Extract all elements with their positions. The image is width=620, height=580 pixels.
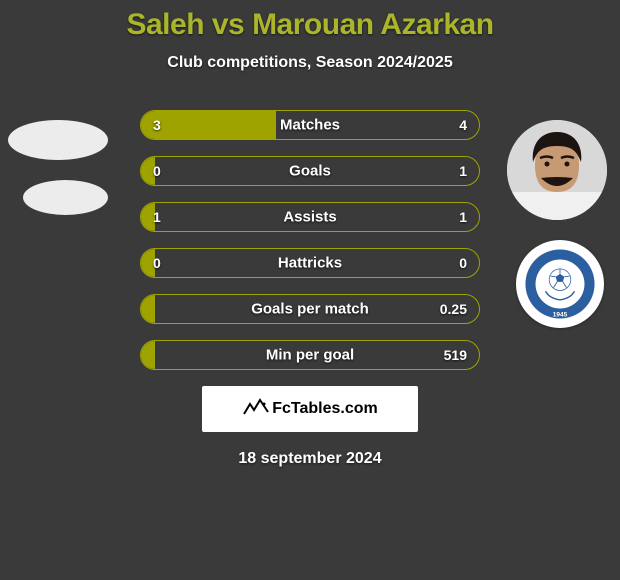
left-player-column	[8, 115, 113, 235]
svg-text:1945: 1945	[552, 311, 567, 318]
stat-row: 1 Assists 1	[140, 202, 480, 232]
stat-right-value: 1	[459, 163, 467, 179]
stat-row: 0 Hattricks 0	[140, 248, 480, 278]
right-player-column: AL-NASR 1945	[507, 120, 612, 328]
right-club-badge: AL-NASR 1945	[516, 240, 604, 328]
face-icon	[507, 120, 607, 220]
attribution-text: FcTables.com	[272, 400, 378, 418]
stat-row: 3 Matches 4	[140, 110, 480, 140]
stat-left-fill	[141, 341, 155, 369]
comparison-card: Saleh vs Marouan Azarkan Club competitio…	[0, 0, 620, 580]
club-badge-icon: AL-NASR 1945	[524, 248, 596, 320]
attribution-logo-icon	[242, 398, 270, 421]
stat-left-fill	[141, 111, 276, 139]
stat-right-value: 1	[459, 209, 467, 225]
page-title: Saleh vs Marouan Azarkan	[0, 8, 620, 42]
stat-label: Hattricks	[278, 255, 342, 272]
stat-left-value: 0	[153, 255, 161, 271]
stat-right-value: 0	[459, 255, 467, 271]
stat-label: Min per goal	[266, 347, 354, 364]
subtitle: Club competitions, Season 2024/2025	[0, 54, 620, 72]
stat-left-value: 3	[153, 117, 161, 133]
stat-row: Min per goal 519	[140, 340, 480, 370]
stat-label: Matches	[280, 117, 340, 134]
stat-label: Goals	[289, 163, 331, 180]
stat-left-fill	[141, 295, 155, 323]
stat-label: Assists	[283, 209, 336, 226]
stat-right-value: 0.25	[440, 301, 467, 317]
date-label: 18 september 2024	[0, 450, 620, 468]
stat-row: 0 Goals 1	[140, 156, 480, 186]
left-club-badge-placeholder	[23, 180, 108, 215]
stat-bars: 3 Matches 4 0 Goals 1 1 Assists 1 0 Hattricks 0 Goal…	[140, 110, 480, 370]
stat-right-value: 519	[444, 347, 467, 363]
stat-left-value: 1	[153, 209, 161, 225]
stat-label: Goals per match	[251, 301, 369, 318]
attribution-badge: FcTables.com	[202, 386, 418, 432]
left-player-avatar	[8, 120, 108, 160]
stat-right-value: 4	[459, 117, 467, 133]
svg-text:AL-NASR: AL-NASR	[547, 254, 574, 260]
right-player-avatar	[507, 120, 607, 220]
stat-row: Goals per match 0.25	[140, 294, 480, 324]
stat-left-value: 0	[153, 163, 161, 179]
